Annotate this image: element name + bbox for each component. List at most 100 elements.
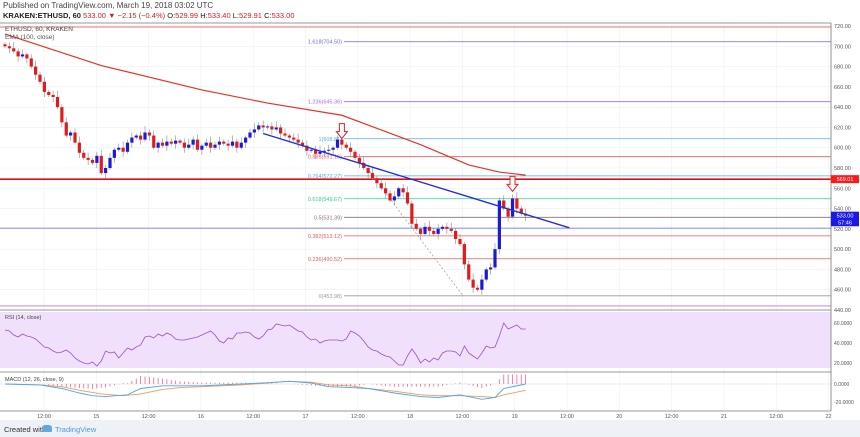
candle: [335, 139, 340, 148]
candle: [292, 137, 296, 140]
candle: [322, 150, 326, 152]
candle: [12, 48, 16, 52]
candle: [239, 142, 243, 148]
candle: [353, 151, 357, 158]
price-tick: 560.00: [834, 186, 851, 192]
candle: [112, 149, 116, 158]
candle: [471, 279, 475, 288]
candle: [152, 135, 156, 148]
candle: [327, 149, 331, 151]
time-tick: 21: [721, 414, 727, 420]
candle: [174, 140, 178, 144]
candle: [370, 173, 375, 179]
down-triangle-icon: ▼: [108, 11, 116, 20]
candle: [344, 144, 348, 148]
candle: [405, 192, 410, 204]
candle: [436, 228, 440, 234]
fib-level-label: 0.236(490.52): [308, 257, 342, 263]
candle: [147, 132, 151, 136]
candle: [134, 135, 138, 138]
close-value: 533.00: [271, 11, 295, 20]
candle: [510, 198, 515, 217]
fib-level-label: 0(453.98): [318, 294, 342, 300]
candle: [99, 155, 103, 174]
candle: [392, 196, 396, 201]
published-note: Published on TradingView.com, March 19, …: [3, 1, 214, 10]
candle: [340, 139, 344, 145]
candle: [515, 198, 519, 209]
candle: [414, 223, 418, 229]
candle: [47, 91, 51, 95]
fib-level-label: 1.618(704.50): [308, 40, 342, 46]
candle: [462, 244, 466, 265]
rsi-line: [4, 322, 526, 367]
candle: [217, 141, 221, 145]
macd-line: [4, 380, 526, 400]
rsi-tick: 40.0000: [834, 341, 852, 347]
candle: [432, 230, 436, 234]
candle: [270, 126, 274, 130]
legend-ema: EMA (100, close): [5, 34, 55, 41]
fib-level-label: 1.236(645.36): [308, 100, 342, 106]
price-tick: 720.00: [834, 24, 851, 30]
candle: [366, 168, 370, 174]
candle: [388, 193, 392, 201]
candle: [204, 142, 208, 146]
candle: [445, 226, 449, 229]
legend-rsi: RSI (14, close): [5, 315, 42, 321]
candle: [458, 239, 462, 245]
candle: [287, 135, 291, 138]
candle: [331, 147, 335, 150]
price-tick: 440.00: [834, 308, 851, 314]
change: −2.15 (−0.4%): [117, 11, 166, 20]
rsi-tick: 60.0000: [834, 321, 852, 327]
candle: [51, 94, 55, 98]
candle: [440, 226, 445, 229]
candle: [73, 132, 77, 143]
time-tick: 12:00: [142, 414, 156, 420]
price-tick: 480.00: [834, 267, 851, 273]
low-label: L:: [232, 11, 240, 20]
candle: [209, 142, 213, 148]
candle: [419, 228, 423, 234]
price-tick: 460.00: [834, 288, 851, 294]
price-label: 569.01: [837, 177, 854, 183]
tradingview-link[interactable]: TradingView: [55, 425, 97, 434]
candle: [362, 162, 366, 169]
time-tick: 12:00: [769, 414, 783, 420]
candle: [375, 178, 379, 184]
price-chart[interactable]: 1.618(704.50) 1.236(645.36) 1(608.81) 0.886…: [0, 22, 860, 420]
down-arrow-icon: [335, 123, 349, 140]
candle: [95, 155, 99, 163]
time-tick: 16: [198, 414, 204, 420]
candle: [182, 142, 186, 148]
price-tick: 700.00: [834, 44, 851, 50]
candle: [156, 142, 160, 148]
fib-level-label: 0.886(591.16): [308, 155, 342, 161]
tradingview-logo-icon: [42, 425, 52, 432]
candle: [279, 127, 283, 134]
candle: [283, 133, 287, 136]
candle: [467, 264, 471, 280]
price-tick: 500.00: [834, 247, 851, 253]
candle: [349, 147, 353, 152]
price-tick: 640.00: [834, 105, 851, 111]
candle: [77, 142, 81, 153]
candle: [384, 188, 388, 194]
candle: [191, 139, 195, 145]
legend-macd: MACD (12, 26, close, 9): [5, 377, 64, 383]
time-tick: 12:00: [246, 414, 260, 420]
macd-tick: -20.0000: [834, 400, 854, 406]
candle: [401, 188, 405, 193]
candle: [165, 141, 169, 146]
time-tick: 19: [512, 414, 518, 420]
candle: [82, 152, 86, 158]
candle: [423, 226, 427, 234]
candle: [90, 159, 95, 163]
candle: [252, 129, 256, 133]
price-tick: 520.00: [834, 227, 851, 233]
rsi-band: [0, 312, 831, 368]
price-label-box: [831, 175, 859, 184]
candle: [86, 157, 90, 160]
time-tick: 12:00: [560, 414, 574, 420]
